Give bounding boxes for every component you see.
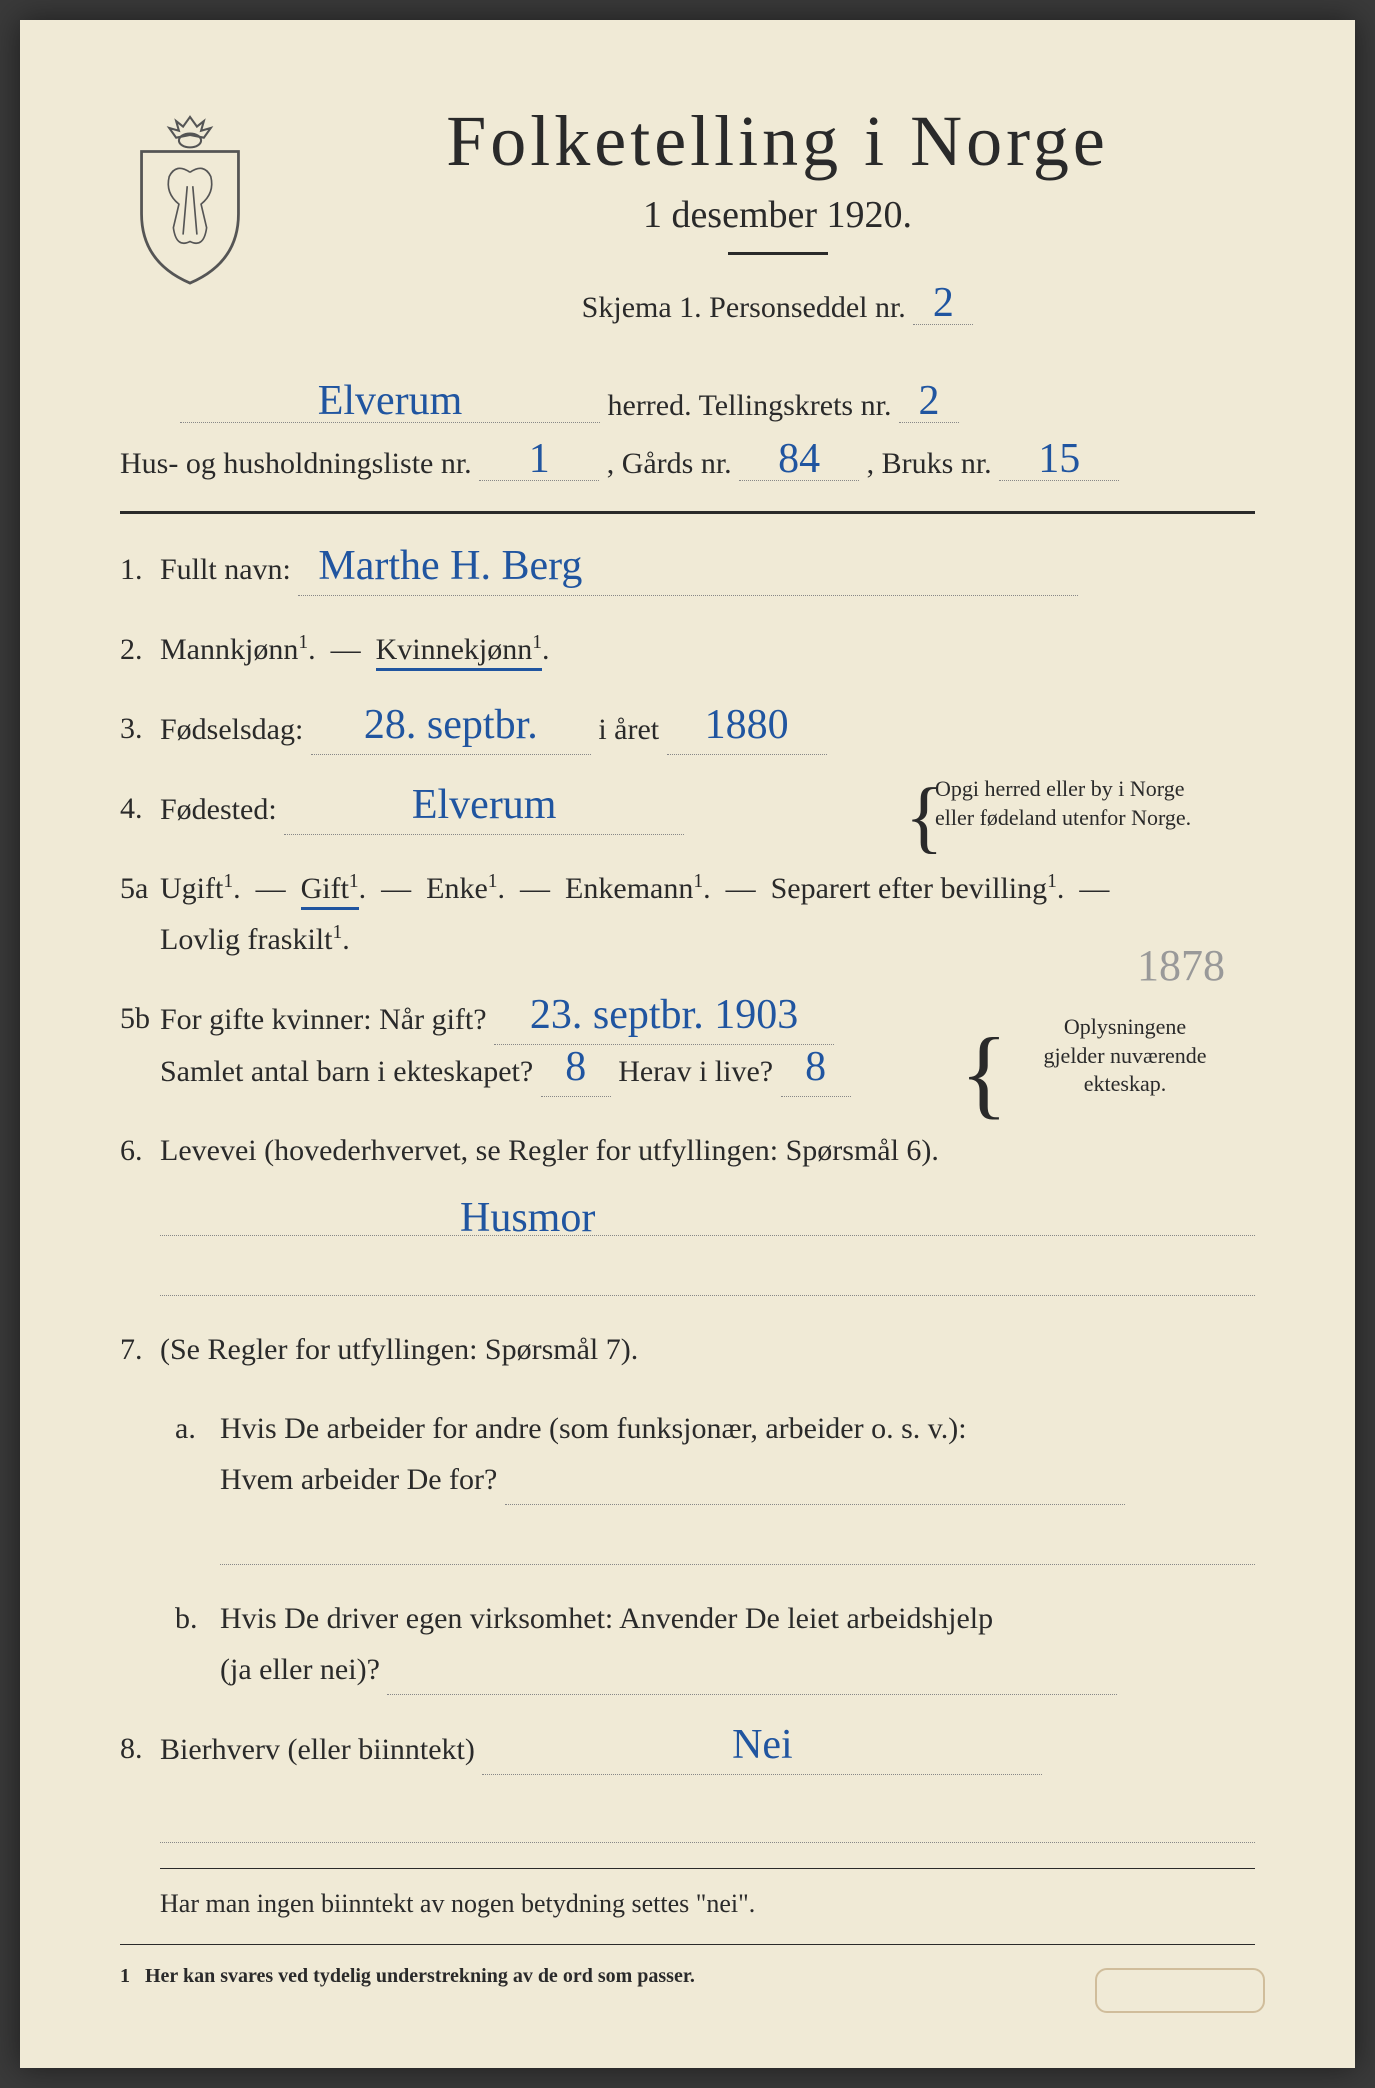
q6-label: Levevei (hovederhvervet, se Regler for u… [160, 1134, 939, 1167]
q5b-label2: Samlet antal barn i ekteskapet? [160, 1055, 533, 1088]
subtitle: 1 desember 1920. [300, 193, 1255, 237]
gards-label: , Gårds nr. [607, 447, 732, 480]
census-form-page: Folketelling i Norge 1 desember 1920. Sk… [20, 20, 1355, 2068]
footnote-2-num: 1 [120, 1965, 130, 1987]
q3-date: 28. septbr. [364, 707, 538, 745]
q3-row: 3. Fødselsdag: 28. septbr. i året 1880 [120, 703, 1255, 755]
title-rule [728, 252, 828, 255]
q8-line2 [160, 1803, 1255, 1843]
bruks-label: , Bruks nr. [867, 447, 992, 480]
q5b-ilive: 8 [805, 1049, 826, 1087]
q3-label: Fødselsdag: [160, 713, 303, 746]
q7b-label: b. [175, 1593, 198, 1644]
q5b-label1: For gifte kvinner: Når gift? [160, 1003, 487, 1036]
meta-row-2: Elverum herred. Tellingskrets nr. 2 [120, 383, 1255, 423]
q7b-text1: Hvis De driver egen virksomhet: Anvender… [220, 1602, 993, 1635]
divider-3 [120, 1944, 1255, 1945]
footnote-2: 1 Her kan svares ved tydelig understrekn… [120, 1965, 1255, 1988]
husliste-label: Hus- og husholdningsliste nr. [120, 447, 472, 480]
q1-row: 1. Fullt navn: Marthe H. Berg [120, 544, 1255, 596]
meta-row-1: Skjema 1. Personseddel nr. 2 [300, 285, 1255, 325]
q8-value: Nei [732, 1727, 793, 1765]
q7a-line2 [220, 1525, 1255, 1565]
divider-1 [120, 511, 1255, 514]
q7a-text1: Hvis De arbeider for andre (som funksjon… [220, 1412, 967, 1445]
q1-value: Marthe H. Berg [318, 548, 582, 586]
q4-row: 4. Fødested: Elverum { Opgi herred eller… [120, 783, 1255, 835]
gards-nr: 84 [778, 441, 820, 479]
q4-label: Fødested: [160, 793, 277, 826]
q2-opt1: Mannkjønn1. [160, 633, 316, 666]
q5b-sidenote: { Oplysningene gjelder nuværende ekteska… [995, 1013, 1255, 1099]
skjema-label: Skjema 1. Personseddel nr. [582, 291, 906, 324]
q8-label: Bierhverv (eller biinntekt) [160, 1733, 475, 1766]
q8-num: 8. [120, 1723, 143, 1774]
q1-num: 1. [120, 544, 143, 595]
q6-line1: Husmor [160, 1196, 1255, 1236]
q5b-gift-date: 23. septbr. 1903 [530, 997, 798, 1035]
footnote-2-text: Her kan svares ved tydelig understreknin… [145, 1965, 695, 1987]
tellingskrets-nr: 2 [918, 383, 939, 421]
coat-of-arms-icon [120, 110, 260, 290]
q7a-text2: Hvem arbeider De for? [220, 1463, 497, 1496]
herred-value: Elverum [318, 383, 463, 421]
q5b-label3: Herav i live? [618, 1055, 773, 1088]
q3-mid: i året [598, 713, 659, 746]
q7b-field [387, 1694, 1117, 1695]
q5a-num: 5a [120, 863, 148, 914]
q7-num: 7. [120, 1324, 143, 1375]
q7a-label: a. [175, 1403, 196, 1454]
divider-2 [160, 1868, 1255, 1869]
husliste-nr: 1 [529, 441, 550, 479]
personseddel-nr: 2 [933, 285, 954, 323]
q6-line2 [160, 1256, 1255, 1296]
q7a-row: a. Hvis De arbeider for andre (som funks… [120, 1403, 1255, 1565]
q6-value: Husmor [460, 1200, 595, 1238]
footnote-1: Har man ingen biinntekt av nogen betydni… [160, 1889, 1255, 1919]
q5b-row: 5b For gifte kvinner: Når gift? 23. sept… [120, 993, 1255, 1097]
q1-label: Fullt navn: [160, 553, 291, 586]
header: Folketelling i Norge 1 desember 1920. Sk… [120, 100, 1255, 343]
q8-row: 8. Bierhverv (eller biinntekt) Nei [120, 1723, 1255, 1775]
title-block: Folketelling i Norge 1 desember 1920. Sk… [300, 100, 1255, 343]
q5a-row: 5a Ugift1. — Gift1. — Enke1. — Enkemann1… [120, 863, 1255, 965]
q2-opt2-selected: Kvinnekjønn1 [376, 633, 542, 671]
meta-row-3: Hus- og husholdningsliste nr. 1 , Gårds … [120, 441, 1255, 481]
q2-num: 2. [120, 624, 143, 675]
q7a-field [505, 1504, 1125, 1505]
bruks-nr: 15 [1038, 441, 1080, 479]
q6-row: 6. Levevei (hovederhvervet, se Regler fo… [120, 1125, 1255, 1296]
q5b-barn: 8 [565, 1049, 586, 1087]
q7-row: 7. (Se Regler for utfyllingen: Spørsmål … [120, 1324, 1255, 1375]
q7-label: (Se Regler for utfyllingen: Spørsmål 7). [160, 1333, 638, 1366]
q4-value: Elverum [412, 787, 557, 825]
q5a-selected-gift: Gift1 [301, 872, 359, 910]
q2-row: 2. Mannkjønn1. — Kvinnekjønn1. [120, 624, 1255, 675]
archive-stamp [1095, 1968, 1265, 2013]
pencil-margin-note: 1878 [1137, 940, 1225, 991]
q5b-num: 5b [120, 993, 150, 1044]
q4-num: 4. [120, 783, 143, 834]
q3-num: 3. [120, 703, 143, 754]
herred-label: herred. Tellingskrets nr. [608, 389, 892, 422]
main-title: Folketelling i Norge [300, 100, 1255, 183]
q4-sidenote: { Opgi herred eller by i Norge eller fød… [935, 775, 1255, 832]
q7b-row: b. Hvis De driver egen virksomhet: Anven… [120, 1593, 1255, 1695]
q3-year: 1880 [705, 707, 789, 745]
q6-num: 6. [120, 1125, 143, 1176]
q7b-text2: (ja eller nei)? [220, 1653, 380, 1686]
